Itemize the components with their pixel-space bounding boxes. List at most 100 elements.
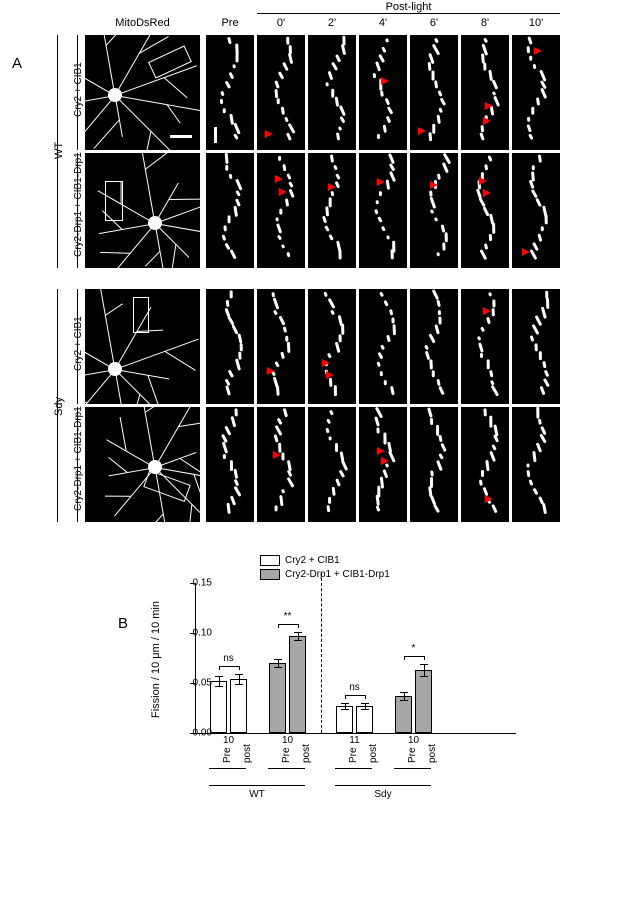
timelapse-frame xyxy=(512,407,560,522)
ytick-label: 0.05 xyxy=(193,678,212,689)
bar xyxy=(415,670,432,733)
fission-arrow-icon xyxy=(485,102,493,110)
timelapse-frame xyxy=(512,35,560,150)
legend-label: Cry2 + CIB1 xyxy=(285,555,340,566)
panel-b-label: B xyxy=(118,615,128,632)
timelapse-frame xyxy=(461,407,509,522)
xtick-label: Pre xyxy=(281,747,292,763)
timelapse-frame xyxy=(512,289,560,404)
xtick-label: Pre xyxy=(348,747,359,763)
col-header-timepoint: 2' xyxy=(308,17,356,29)
group-name: Sdy xyxy=(335,789,431,800)
col-header-timepoint: 8' xyxy=(461,17,509,29)
col-header-timepoint: 4' xyxy=(359,17,407,29)
postlight-header: Post-light xyxy=(257,1,560,13)
col-header-timepoint: 6' xyxy=(410,17,458,29)
fission-arrow-icon xyxy=(418,127,426,135)
bar-chart: ns10**10ns11*10 xyxy=(195,583,516,734)
fission-arrow-icon xyxy=(279,188,287,196)
timelapse-frame xyxy=(410,35,458,150)
timelapse-frame xyxy=(410,289,458,404)
timelapse-frame xyxy=(257,407,305,522)
fission-arrow-icon xyxy=(381,77,389,85)
group-name: WT xyxy=(209,789,305,800)
timelapse-frame xyxy=(410,407,458,522)
fission-arrow-icon xyxy=(485,495,493,503)
timelapse-frame xyxy=(512,153,560,268)
row-label: Cry2-Drp1 + CIB1-Drp1 xyxy=(73,406,84,511)
bar xyxy=(336,706,353,733)
overview-micrograph xyxy=(85,153,200,268)
timelapse-frame xyxy=(257,153,305,268)
timelapse-frame xyxy=(257,35,305,150)
legend-entry: Cry2-Drp1 + CIB1-Drp1 xyxy=(260,569,390,580)
timelapse-frame xyxy=(308,407,356,522)
bar xyxy=(269,663,286,733)
roi-box xyxy=(143,470,191,502)
timelapse-frame xyxy=(308,153,356,268)
ytick-label: 0.00 xyxy=(193,728,212,739)
bar xyxy=(289,636,306,733)
row-label: Cry2-Drp1 + CIB1-Drp1 xyxy=(73,152,84,257)
ytick-label: 0.10 xyxy=(193,628,212,639)
fission-arrow-icon xyxy=(273,451,281,459)
overview-micrograph xyxy=(85,289,200,404)
legend-swatch xyxy=(260,569,280,580)
bar xyxy=(210,681,227,733)
scalebar xyxy=(170,135,192,138)
timelapse-frame xyxy=(308,289,356,404)
xtick-label: Pre xyxy=(407,747,418,763)
timelapse-frame xyxy=(308,35,356,150)
col-header-pre: Pre xyxy=(206,17,254,29)
fission-arrow-icon xyxy=(328,183,336,191)
col-header-timepoint: 10' xyxy=(512,17,560,29)
figure: A MitoDsRedPrePost-light0'2'4'6'8'10'Cry… xyxy=(10,35,617,813)
fission-arrow-icon xyxy=(265,130,273,138)
panel-a: MitoDsRedPrePost-light0'2'4'6'8'10'Cry2 … xyxy=(40,35,617,543)
y-axis-label: Fission / 10 μm / 10 min xyxy=(150,601,162,718)
timelapse-frame xyxy=(257,289,305,404)
fission-arrow-icon xyxy=(522,248,530,256)
row-label: Cry2 + CIB1 xyxy=(73,62,84,117)
timelapse-frame xyxy=(410,153,458,268)
scalebar-small xyxy=(214,127,217,143)
timelapse-frame xyxy=(461,153,509,268)
group-label: WT xyxy=(53,142,65,159)
timelapse-frame xyxy=(359,153,407,268)
fission-arrow-icon xyxy=(483,189,491,197)
roi-box xyxy=(105,181,123,221)
overview-micrograph xyxy=(85,407,200,522)
significance-label: ** xyxy=(269,611,306,622)
xtick-label: post xyxy=(368,744,379,763)
fission-arrow-icon xyxy=(483,117,491,125)
fission-arrow-icon xyxy=(322,359,330,367)
legend-entry: Cry2 + CIB1 xyxy=(260,555,340,566)
fission-arrow-icon xyxy=(381,457,389,465)
roi-box xyxy=(133,297,149,333)
xtick-label: Pre xyxy=(222,747,233,763)
fission-arrow-icon xyxy=(430,181,438,189)
legend-label: Cry2-Drp1 + CIB1-Drp1 xyxy=(285,569,390,580)
bar xyxy=(356,706,373,733)
timelapse-frame xyxy=(359,35,407,150)
timelapse-pre xyxy=(206,407,254,522)
timelapse-frame xyxy=(461,35,509,150)
significance-label: * xyxy=(395,643,432,654)
ytick-label: 0.15 xyxy=(193,578,212,589)
xtick-label: post xyxy=(242,744,253,763)
overview-micrograph xyxy=(85,35,200,150)
group-label: Sdy xyxy=(53,397,65,416)
timelapse-frame xyxy=(461,289,509,404)
col-header-timepoint: 0' xyxy=(257,17,305,29)
postlight-line xyxy=(257,13,560,14)
timelapse-pre xyxy=(206,35,254,150)
bar xyxy=(395,696,412,733)
col-header-mito: MitoDsRed xyxy=(85,17,200,29)
fission-arrow-icon xyxy=(377,447,385,455)
bar xyxy=(230,679,247,733)
timelapse-pre xyxy=(206,153,254,268)
xtick-label: post xyxy=(427,744,438,763)
timelapse-frame xyxy=(359,289,407,404)
panel-a-label: A xyxy=(12,55,22,72)
fission-arrow-icon xyxy=(483,307,491,315)
